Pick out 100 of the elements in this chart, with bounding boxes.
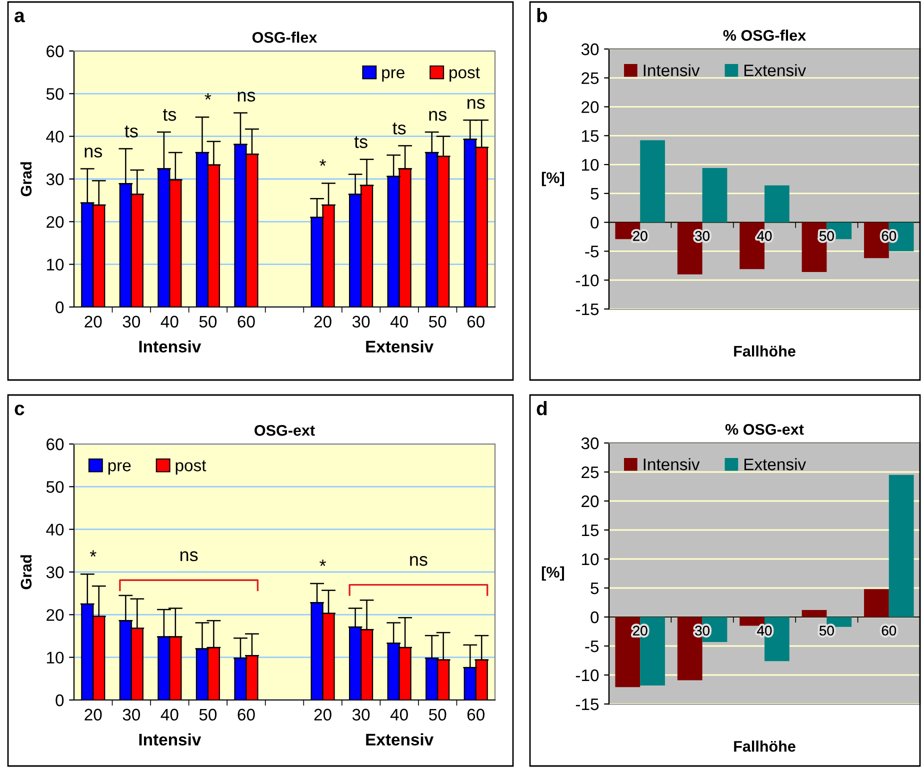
annotation: ns — [238, 92, 256, 102]
y-tick-label: 30 — [581, 437, 599, 450]
x-tick-label: 50 — [199, 316, 217, 328]
bar — [640, 140, 665, 222]
x-tick-label: 20 — [84, 708, 102, 721]
text: Extensiv — [366, 340, 434, 353]
x-axis-title: Fallhöhe — [734, 740, 796, 752]
annotation: ts — [162, 108, 176, 121]
x-tick-label: 50 — [199, 708, 217, 721]
y-tick-label: -15 — [576, 698, 599, 710]
y-tick-label: 5 — [590, 188, 599, 200]
legend-label: pre — [108, 462, 131, 475]
y-tick-label: 10 — [582, 553, 599, 566]
annotation: ns — [468, 98, 485, 109]
bar — [702, 168, 728, 222]
text: Intensiv — [139, 733, 202, 746]
x-tick-label: 30 — [695, 626, 710, 636]
annotation: ts — [124, 126, 138, 138]
y-tick-label: 20 — [582, 101, 599, 113]
y-axis-title: [%] — [542, 566, 564, 581]
y-tick-label: -5 — [585, 246, 599, 258]
x-tick-label: 40 — [160, 316, 178, 328]
chart-title: OSG-ext — [254, 425, 315, 436]
x-tick-label: 20 — [84, 316, 102, 328]
x-tick-label: 50 — [428, 316, 446, 328]
annotation: ns — [410, 556, 428, 566]
x-tick-label: 60 — [467, 316, 484, 328]
x-axis-title: Fallhöhe — [734, 345, 796, 357]
y-tick-label: 30 — [46, 566, 64, 578]
x-tick-label: 20 — [314, 316, 332, 328]
x-tick-label: 20 — [314, 708, 332, 721]
legend-label: Intensiv — [644, 458, 700, 470]
x-tick-label: 30 — [122, 316, 140, 328]
y-tick-label: 5 — [590, 582, 599, 594]
text: c — [14, 404, 24, 416]
text: a — [14, 12, 25, 22]
y-tick-label: 60 — [46, 438, 64, 450]
x-tick-label: 60 — [882, 626, 896, 636]
legend-label: post — [176, 460, 206, 475]
y-tick-label: 20 — [46, 216, 64, 228]
bar — [802, 610, 827, 617]
chart-title: OSG-flex — [252, 32, 318, 43]
y-tick-label: 60 — [46, 45, 64, 58]
y-axis-title: [%] — [542, 172, 564, 186]
text: Extensiv — [366, 733, 434, 746]
annotation: ns — [429, 110, 446, 121]
y-tick-label: -10 — [576, 274, 599, 286]
y-tick-label: 0 — [56, 301, 64, 314]
y-tick-label: 20 — [582, 495, 599, 508]
x-tick-label: 50 — [820, 626, 834, 636]
y-tick-label: 10 — [582, 158, 599, 171]
annotation: ts — [392, 122, 406, 134]
chart-title: % OSG-flex — [723, 30, 806, 41]
x-tick-label: 60 — [238, 316, 255, 328]
chart-title: % OSG-ext — [725, 424, 804, 435]
annotation: * — [320, 159, 326, 166]
legend-label: Extensiv — [744, 64, 806, 76]
y-axis-title: Grad — [20, 555, 32, 590]
y-tick-label: 30 — [46, 173, 64, 186]
x-tick-label: 60 — [238, 708, 255, 721]
y-tick-label: 10 — [47, 258, 64, 271]
y-tick-label: 15 — [582, 130, 599, 142]
y-tick-label: -15 — [576, 304, 599, 316]
legend-label: Intensiv — [644, 64, 700, 76]
x-tick-label: 30 — [122, 708, 140, 721]
y-tick-label: 30 — [581, 43, 599, 56]
x-tick-label: 50 — [428, 708, 446, 721]
y-axis-title: Grad — [20, 162, 32, 196]
y-tick-label: 0 — [590, 216, 599, 229]
text: d — [536, 401, 547, 416]
bar — [764, 185, 790, 222]
legend-label: pre — [382, 69, 404, 82]
annotation: ns — [180, 551, 198, 562]
y-tick-label: 40 — [46, 524, 64, 536]
annotation: ns — [84, 148, 102, 158]
x-tick-label: 40 — [160, 708, 178, 721]
y-tick-label: 25 — [582, 466, 599, 478]
legend-label: Extensiv — [744, 458, 806, 470]
legend-label: post — [450, 67, 480, 82]
y-tick-label: 20 — [46, 609, 64, 621]
annotation: * — [90, 550, 96, 557]
y-tick-label: 50 — [46, 481, 64, 493]
x-tick-label: 40 — [390, 316, 408, 328]
y-tick-label: -5 — [585, 640, 599, 652]
text: Intensiv — [139, 340, 202, 353]
y-tick-label: 0 — [56, 694, 64, 706]
x-tick-label: 40 — [757, 231, 772, 241]
annotation: ts — [354, 136, 368, 148]
x-tick-label: 40 — [390, 708, 408, 721]
bar — [888, 474, 914, 617]
annotation: * — [320, 560, 326, 566]
y-tick-label: 10 — [47, 652, 64, 664]
y-tick-label: 40 — [46, 130, 64, 143]
y-tick-label: 15 — [582, 524, 599, 536]
bar — [740, 617, 764, 626]
annotation: * — [204, 93, 212, 100]
x-tick-label: 40 — [757, 626, 772, 636]
y-tick-label: 25 — [582, 72, 599, 84]
text: b — [537, 8, 548, 22]
bar — [826, 617, 852, 627]
